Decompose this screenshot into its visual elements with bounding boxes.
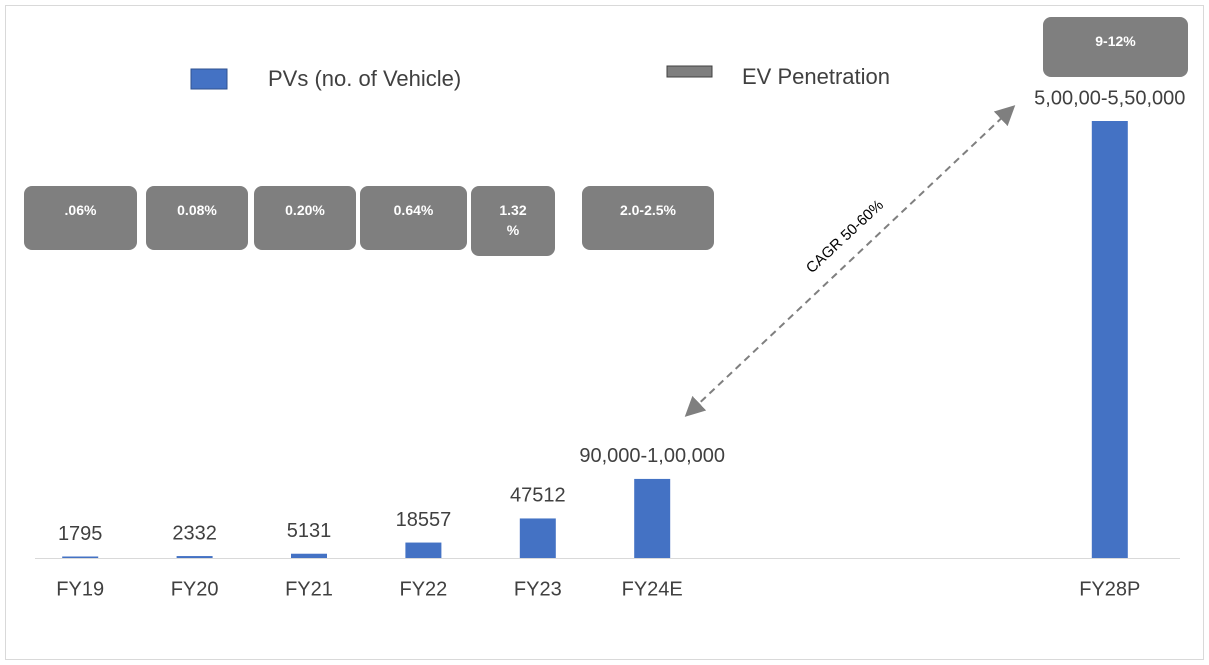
x-tick-label: FY24E <box>622 578 683 600</box>
legend-label: PVs (no. of Vehicle) <box>268 66 461 91</box>
ev-penetration-box: 2.0-2.5% <box>582 186 714 250</box>
ev-penetration-box: 0.20% <box>254 186 356 250</box>
cagr-arrow <box>684 105 1016 417</box>
x-tick-label: FY22 <box>399 578 447 600</box>
ev-penetration-box: 1.32 % <box>471 186 555 256</box>
x-tick-label: FY21 <box>285 578 333 600</box>
bar <box>405 542 442 558</box>
ev-penetration-box: 9-12% <box>1043 17 1188 77</box>
data-label: 2332 <box>172 522 217 544</box>
data-label: 5131 <box>287 520 332 542</box>
x-tick-label: FY19 <box>56 578 104 600</box>
bar <box>519 518 556 558</box>
bar <box>291 553 327 558</box>
bar <box>176 556 213 558</box>
chart-frame <box>5 5 1204 660</box>
legend-swatch <box>190 68 228 90</box>
ev-penetration-box: 0.64% <box>360 186 467 250</box>
legend-label: EV Penetration <box>742 64 890 89</box>
bar <box>1091 121 1128 558</box>
bar <box>62 556 99 558</box>
legend-swatch <box>666 65 713 78</box>
x-tick-label: FY28P <box>1079 578 1140 600</box>
x-tick-label: FY20 <box>171 578 219 600</box>
bar <box>634 478 671 558</box>
data-label: 18557 <box>396 509 452 531</box>
data-label: 5,00,00-5,50,000 <box>1034 87 1185 109</box>
data-label: 90,000-1,00,000 <box>579 445 725 467</box>
ev-penetration-box: .06% <box>24 186 137 250</box>
data-label: 1795 <box>58 523 103 545</box>
ev-penetration-box: 0.08% <box>146 186 248 250</box>
x-tick-label: FY23 <box>514 578 562 600</box>
data-label: 47512 <box>510 485 566 507</box>
